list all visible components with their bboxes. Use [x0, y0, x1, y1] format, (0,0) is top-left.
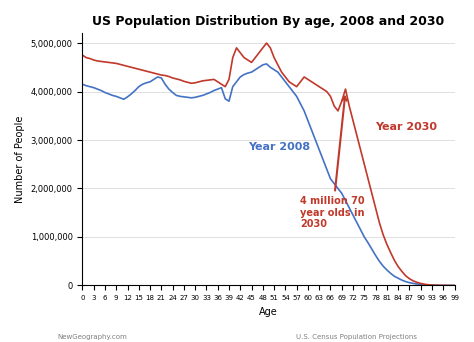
Text: Year 2030: Year 2030 — [375, 122, 438, 132]
Text: 4 million 70
year olds in
2030: 4 million 70 year olds in 2030 — [301, 96, 365, 229]
Y-axis label: Number of People: Number of People — [15, 116, 25, 203]
X-axis label: Age: Age — [259, 307, 278, 317]
Text: Year 2008: Year 2008 — [248, 142, 310, 152]
Text: U.S. Census Population Projections: U.S. Census Population Projections — [296, 333, 417, 340]
Title: US Population Distribution By age, 2008 and 2030: US Population Distribution By age, 2008 … — [92, 15, 445, 28]
Text: NewGeography.com: NewGeography.com — [57, 333, 127, 340]
